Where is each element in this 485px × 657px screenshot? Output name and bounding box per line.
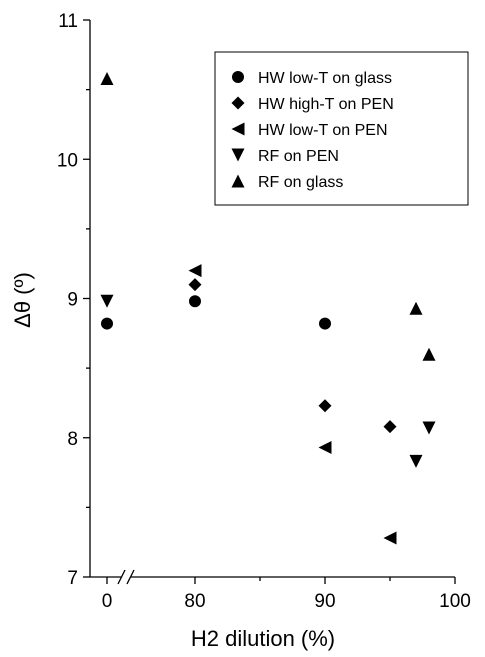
x-tick-label: 90 (314, 591, 335, 612)
x-axis-label: H2 dilution (%) (191, 626, 335, 651)
tick-labels: 7 8 9 10 11 0 80 90 100 (57, 11, 471, 612)
data-point (100, 294, 114, 308)
data-point (422, 347, 436, 361)
data-point (383, 531, 397, 545)
legend-marker (231, 174, 245, 188)
data-point (319, 317, 331, 330)
data-point (422, 421, 436, 435)
series-triangle-down (100, 294, 436, 468)
legend-label: RF on glass (258, 174, 343, 191)
axis-break-mark (117, 569, 126, 585)
x-tick-label: 100 (439, 591, 471, 612)
legend: HW low-T on glass HW high-T on PEN HW low-… (214, 51, 469, 206)
legend-label: HW high-T on PEN (258, 96, 394, 113)
series-triangle-left (188, 264, 397, 545)
y-tick-label: 7 (67, 568, 78, 589)
legend-box (214, 51, 469, 206)
data-point (101, 317, 113, 330)
legend-label: HW low-T on PEN (258, 122, 388, 139)
axis-labels: H2 dilution (%) Δθ (º) (10, 272, 335, 651)
y-axis-label: Δθ (º) (10, 272, 35, 328)
data-point (100, 71, 114, 85)
data-point (188, 278, 202, 292)
legend-label: RF on PEN (258, 148, 339, 165)
legend-label: HW low-T on glass (258, 70, 392, 87)
data-point (409, 301, 423, 315)
x-tick-label: 80 (184, 591, 205, 612)
data-point (188, 264, 202, 278)
legend-marker (231, 148, 245, 162)
data-point (318, 440, 332, 454)
series-triangle-up (100, 71, 436, 361)
legend-marker (231, 96, 245, 110)
axis-break-mark (126, 569, 135, 585)
data-points (100, 71, 436, 545)
y-tick-label: 9 (67, 290, 78, 311)
legend-marker (232, 71, 244, 83)
y-tick-label: 11 (58, 11, 78, 32)
tick-marks (83, 19, 456, 584)
data-point (318, 399, 332, 413)
y-tick-label: 10 (57, 150, 78, 171)
data-point (383, 420, 397, 434)
series-diamond (188, 278, 397, 434)
x-tick-label: 0 (102, 591, 113, 612)
series-circle (101, 295, 331, 330)
data-point (409, 454, 423, 468)
legend-marker (231, 122, 245, 136)
y-tick-label: 8 (67, 429, 78, 450)
data-point (189, 295, 201, 308)
